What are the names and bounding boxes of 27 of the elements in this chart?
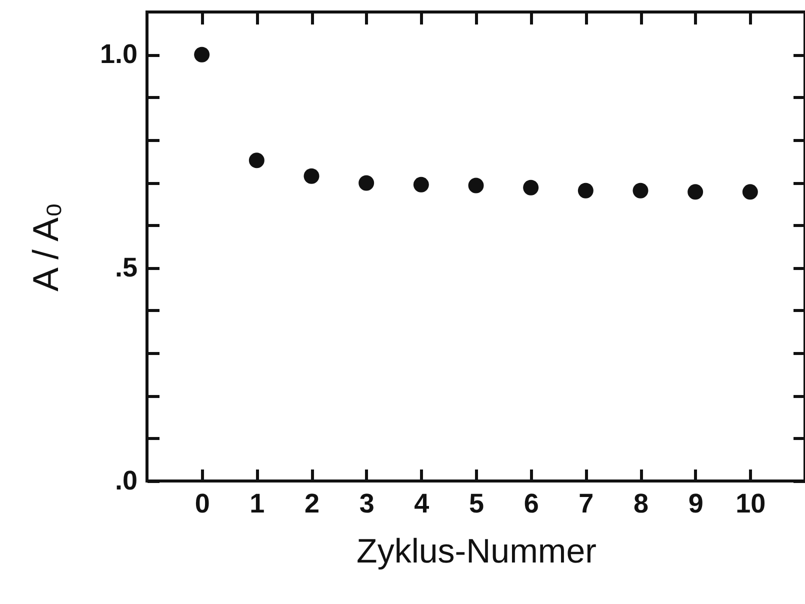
point xyxy=(523,180,539,196)
y-tick-label: .5 xyxy=(114,252,138,282)
x-tick-label: 3 xyxy=(359,488,374,518)
point xyxy=(413,176,429,192)
x-tick-label: 0 xyxy=(194,488,210,518)
x-axis-title: Zyklus-Nummer xyxy=(356,532,596,570)
point xyxy=(578,182,594,198)
y-tick-label: 1.0 xyxy=(100,39,138,70)
x-tick-label: 7 xyxy=(578,488,594,518)
point xyxy=(632,182,648,198)
point xyxy=(194,46,210,62)
x-tick-label: 5 xyxy=(468,488,484,518)
x-tick-label: 10 xyxy=(736,488,766,518)
x-tick-label: 2 xyxy=(304,488,320,518)
point xyxy=(358,175,374,191)
x-tick-label: 4 xyxy=(414,488,430,518)
x-tick-label: 9 xyxy=(688,488,704,518)
point xyxy=(742,184,758,200)
point xyxy=(248,152,264,168)
y-tick-label: .0 xyxy=(114,466,138,496)
x-tick-label: 6 xyxy=(524,488,539,518)
point xyxy=(304,168,320,184)
x-tick-label: 1 xyxy=(250,488,265,518)
point xyxy=(468,178,484,194)
x-tick-label: 8 xyxy=(633,488,649,518)
point xyxy=(688,184,704,200)
y-axis-title: A / A₀ xyxy=(24,202,66,292)
